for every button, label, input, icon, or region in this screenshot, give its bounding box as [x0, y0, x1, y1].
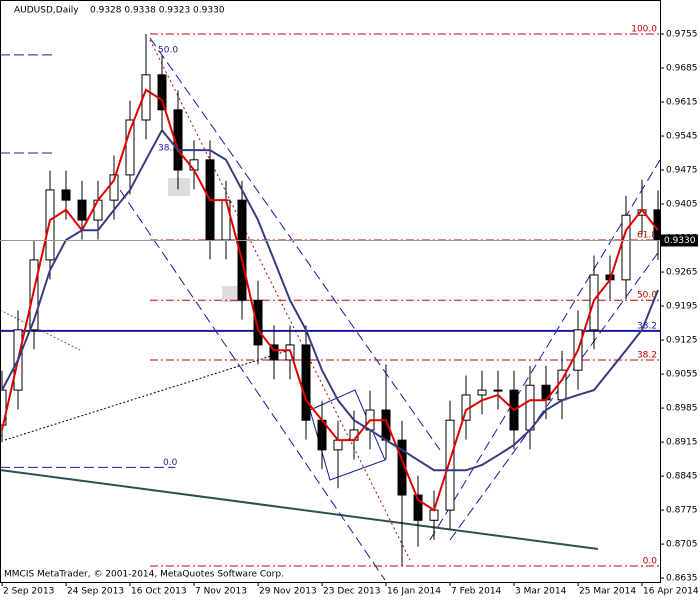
- y-tick-label: 0.9545: [666, 132, 698, 142]
- last-price-box: [660, 234, 698, 247]
- y-tick-label: 0.8775: [666, 506, 698, 516]
- candle-body: [157, 74, 167, 111]
- fib-label: 38.2: [158, 144, 178, 154]
- y-tick-label: 0.9755: [666, 30, 698, 40]
- trendline: [0, 469, 599, 550]
- y-tick-label: 0.9405: [666, 200, 698, 210]
- y-tick-label: 0.8915: [666, 438, 698, 448]
- candle-body: [301, 344, 311, 421]
- x-tick-label: 24 Sep 2013: [67, 587, 124, 597]
- chart-title: AUDUSD,Daily: [14, 6, 79, 16]
- fib-label: 50.0: [637, 291, 657, 301]
- x-tick-label: 23 Dec 2013: [323, 587, 381, 597]
- fib-label: 50.0: [158, 45, 178, 55]
- candle-body: [269, 344, 279, 361]
- candle-body: [477, 389, 487, 396]
- channel-line: [119, 189, 386, 581]
- candle-body: [237, 199, 247, 301]
- moving-average: [1, 88, 659, 512]
- candle-body: [93, 199, 103, 221]
- candle-body: [221, 199, 231, 241]
- candle-body: [125, 119, 135, 176]
- fib-label: 38.2: [637, 350, 657, 360]
- plot: 100.0 61.8 50.0 38.2 0.0 50.0 38.2 0.0 38.2: [0, 25, 660, 567]
- y-tick-label: 0.8845: [666, 472, 698, 482]
- x-tick-label: 16 Apr 2014: [643, 587, 699, 597]
- y-tick-label: 0.9685: [666, 64, 698, 74]
- fib-label: 0.0: [643, 556, 658, 566]
- fib-label: 0.0: [163, 458, 178, 468]
- candle-body: [77, 199, 87, 221]
- candle-body: [61, 189, 71, 201]
- candle-body: [45, 189, 55, 261]
- last-price-label: 0.9330: [664, 236, 696, 246]
- x-tick-label: 7 Nov 2013: [195, 587, 247, 597]
- y-tick-label: 0.9475: [666, 166, 698, 176]
- channel-line: [149, 37, 441, 451]
- y-tick-label: 0.8705: [666, 540, 698, 550]
- trendline: [4, 349, 291, 441]
- copyright: MMCIS MetaTrader, © 2001-2014, MetaQuote…: [4, 570, 284, 580]
- y-tick-label: 0.8635: [666, 574, 698, 584]
- y-tick-label: 0.9195: [666, 302, 698, 312]
- candle-body: [29, 259, 39, 331]
- candle-body: [445, 419, 455, 511]
- candle-body: [109, 174, 119, 201]
- quote: 0.9328 0.9338 0.9323 0.9330: [90, 6, 225, 16]
- candle-body: [621, 214, 631, 281]
- candle-body: [333, 439, 343, 451]
- candle-body: [493, 389, 503, 392]
- moving-average: [1, 128, 659, 472]
- y-tick-label: 0.9055: [666, 370, 698, 380]
- candle-body: [525, 384, 535, 431]
- rectangle: [309, 389, 386, 481]
- level-label: 38.2: [637, 321, 657, 331]
- x-tick-label: 25 Mar 2014: [579, 587, 636, 597]
- x-tick-label: 16 Jan 2014: [387, 587, 441, 597]
- y-tick-label: 0.9265: [666, 268, 698, 278]
- shade: [168, 178, 190, 196]
- fib-label: 100.0: [631, 25, 657, 35]
- x-tick-label: 3 Mar 2014: [515, 587, 567, 597]
- y-tick-label: 0.8985: [666, 404, 698, 414]
- fib-label: 61.8: [637, 230, 657, 240]
- candle-body: [253, 299, 263, 346]
- plot-frame: [0, 0, 661, 583]
- y-tick-label: 0.9125: [666, 336, 698, 346]
- x-tick-label: 16 Oct 2013: [131, 587, 187, 597]
- x-tick-label: 7 Feb 2014: [451, 587, 502, 597]
- candle-body: [413, 494, 423, 521]
- x-tick-label: 29 Nov 2013: [259, 587, 317, 597]
- x-tick-label: 2 Sep 2013: [3, 587, 54, 597]
- y-tick-label: 0.9615: [666, 98, 698, 108]
- candle-body: [429, 509, 439, 521]
